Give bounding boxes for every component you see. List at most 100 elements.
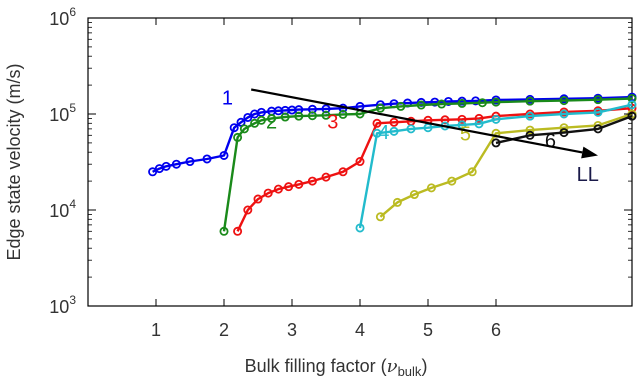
series-point-2 (239, 124, 249, 134)
series-label-5: 5 (460, 123, 471, 145)
series-point-2 (307, 111, 317, 121)
series-point-3 (263, 188, 273, 198)
series-point-5 (409, 190, 419, 200)
x-tick-label: 2 (219, 320, 229, 340)
series-point-4 (559, 109, 569, 119)
series-point-2 (338, 109, 348, 119)
series-point-2 (267, 113, 277, 123)
series-point-2 (457, 98, 467, 108)
series-point-1 (171, 159, 181, 169)
y-tick-label: 104 (49, 197, 76, 221)
x-tick-label: 4 (355, 320, 365, 340)
series-point-2 (627, 94, 637, 104)
series-point-4 (491, 114, 501, 124)
x-axis-label-main: Bulk filling factor ( (245, 356, 387, 376)
series-line-1 (152, 95, 633, 173)
series-point-2 (525, 96, 535, 106)
series-point-1 (185, 157, 195, 167)
series-point-3 (389, 117, 399, 127)
series-point-3 (233, 226, 243, 236)
y-tick-label-exponent: 5 (69, 101, 76, 115)
x-tick-label: 6 (491, 320, 501, 340)
series-layer: 1 2 3 4 5 6 (148, 88, 637, 236)
series-point-6 (491, 138, 501, 148)
series-point-4 (593, 107, 603, 117)
series-point-2 (559, 96, 569, 106)
y-tick-label-base: 10 (49, 297, 69, 317)
series-point-5 (559, 123, 569, 133)
series-point-2 (396, 101, 406, 111)
y-tick-label: 106 (49, 5, 76, 29)
series-point-2 (375, 103, 385, 113)
series-point-2 (491, 97, 501, 107)
ll-arrow-head (581, 146, 598, 159)
series-point-6 (559, 128, 569, 138)
series-point-5 (375, 212, 385, 222)
series-point-2 (593, 95, 603, 105)
series-line-4 (358, 103, 633, 229)
series-2: 2 (219, 94, 637, 236)
series-point-1 (161, 161, 171, 171)
series-point-3 (273, 184, 283, 194)
x-axis-label: Bulk filling factor (νbulk) (245, 356, 428, 379)
series-3: 3 (233, 103, 637, 236)
series-point-3 (307, 176, 317, 186)
series-point-4 (627, 100, 637, 110)
y-tick-label: 103 (49, 293, 76, 317)
y-tick-label-base: 10 (49, 9, 69, 29)
series-point-3 (440, 115, 450, 125)
series-point-1 (202, 154, 212, 164)
series-point-4 (372, 128, 382, 138)
series-point-2 (256, 115, 266, 125)
series-point-1 (148, 167, 158, 177)
series-point-3 (355, 157, 365, 167)
series-point-2 (321, 110, 331, 120)
series-line-6 (495, 114, 633, 145)
series-point-3 (338, 167, 348, 177)
series-point-2 (416, 100, 426, 110)
series-line-2 (222, 97, 633, 232)
series-point-4 (474, 119, 484, 129)
series-label-4: 4 (378, 122, 389, 144)
x-tick-label: 1 (151, 320, 161, 340)
series-point-4 (525, 111, 535, 121)
x-axis-label-close: ) (421, 356, 427, 376)
series-point-5 (426, 183, 436, 193)
series-point-1 (243, 112, 253, 122)
series-point-3 (372, 118, 382, 128)
series-point-4 (355, 223, 365, 233)
y-tick-label-exponent: 3 (69, 293, 76, 307)
x-axis-label-sub: bulk (398, 364, 422, 379)
y-tick-label-exponent: 4 (69, 197, 76, 211)
series-point-2 (280, 112, 290, 122)
series-label-6: 6 (545, 130, 556, 152)
series-point-3 (457, 114, 467, 124)
y-tick-label-base: 10 (49, 201, 69, 221)
series-point-5 (447, 176, 457, 186)
x-tick-label: 3 (287, 320, 297, 340)
arrow-layer: LL (250, 88, 599, 186)
series-point-3 (294, 179, 304, 189)
series-point-2 (294, 111, 304, 121)
ll-arrow-shaft (250, 88, 583, 154)
series-point-3 (321, 172, 331, 182)
series-point-1 (229, 123, 239, 133)
y-tick-label-exponent: 6 (69, 5, 76, 19)
series-point-4 (406, 124, 416, 134)
series-point-3 (253, 194, 263, 204)
series-point-6 (627, 111, 637, 121)
series-point-1 (236, 117, 246, 127)
series-6: 6 (491, 111, 637, 152)
series-point-4 (389, 126, 399, 136)
x-tick-label: 5 (423, 320, 433, 340)
series-point-6 (593, 124, 603, 134)
series-point-3 (474, 113, 484, 123)
series-point-5 (392, 197, 402, 207)
series-point-3 (284, 182, 294, 192)
series-point-5 (467, 167, 477, 177)
y-tick-label-base: 10 (49, 105, 69, 125)
series-point-2 (437, 99, 447, 109)
y-axis-label: Edge state velocity (m/s) (4, 63, 24, 260)
